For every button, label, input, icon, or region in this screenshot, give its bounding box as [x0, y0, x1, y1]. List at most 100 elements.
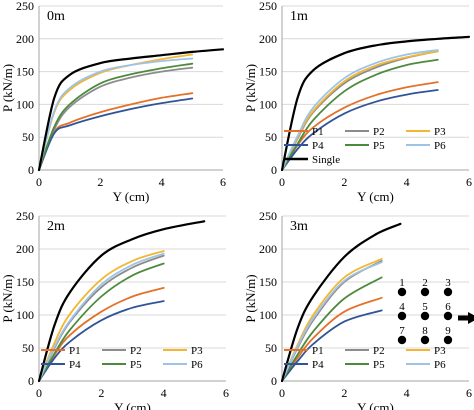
y-tick-label: 0 — [28, 163, 34, 177]
y-tick-label: 100 — [16, 97, 34, 111]
legend-entry-p1: P1 — [284, 345, 324, 357]
x-axis-label: Y (cm) — [113, 189, 150, 204]
legend-label: P4 — [312, 140, 324, 152]
series-line-p6 — [38, 57, 194, 171]
legend-entry-p1: P1 — [284, 126, 324, 138]
legend-entry-p4: P4 — [284, 140, 324, 152]
legend-label: P3 — [434, 126, 446, 138]
legend-label: Single — [312, 154, 340, 166]
pile-number-label: 5 — [422, 301, 428, 313]
y-tick-label: 50 — [265, 341, 277, 355]
legend-label: P1 — [69, 345, 81, 357]
legend-label: P6 — [434, 140, 446, 152]
legend-label: P4 — [312, 359, 324, 371]
pile-marker — [420, 287, 430, 297]
y-tick-label: 50 — [265, 130, 277, 144]
legend-entry-single: Single — [284, 154, 340, 166]
pile-number-label: 3 — [445, 277, 451, 289]
series-line-single — [37, 220, 206, 383]
legend-entry-p5: P5 — [345, 140, 385, 152]
series-line-p1 — [281, 296, 383, 382]
legend-entry-p4: P4 — [284, 359, 324, 371]
y-tick-label: 250 — [16, 209, 34, 223]
series-line-p5 — [38, 262, 165, 382]
legend-label: P2 — [130, 345, 142, 357]
legend-label: P6 — [434, 359, 446, 371]
x-tick-label: 2 — [97, 175, 103, 189]
legend-label: P3 — [434, 345, 446, 357]
x-tick-label: 4 — [159, 175, 165, 189]
y-axis-label: P (kN/m) — [0, 64, 15, 112]
legend-label: P6 — [191, 359, 203, 371]
panel-label: 1m — [290, 9, 308, 24]
legend-entry-p3: P3 — [406, 126, 446, 138]
x-axis-label: Y (cm) — [114, 400, 151, 410]
x-tick-label: 0 — [36, 175, 42, 189]
series-line-single — [280, 222, 402, 383]
pile-marker — [420, 311, 430, 321]
y-tick-label: 100 — [259, 97, 277, 111]
x-tick-label: 4 — [404, 386, 410, 400]
series-line-p5 — [281, 58, 439, 171]
x-tick-label: 4 — [404, 175, 410, 189]
series-line-p5 — [38, 62, 194, 171]
series-line-p5 — [281, 276, 383, 382]
pile-number-label: 9 — [445, 325, 451, 337]
y-axis-label: P (kN/m) — [243, 64, 258, 112]
y-tick-label: 200 — [259, 242, 277, 256]
panel-2m: 0 50 100 150 200 250 0 2 4 6 Y (cm) P (kN/m) 2m P1 P2 P… — [0, 209, 229, 410]
pile-number-label: 1 — [399, 277, 405, 289]
x-tick-label: 2 — [341, 386, 347, 400]
x-tick-label: 6 — [223, 386, 229, 400]
series-line-p4 — [281, 89, 439, 171]
x-tick-label: 0 — [279, 386, 285, 400]
pile-marker — [397, 311, 407, 321]
legend-label: P1 — [312, 345, 324, 357]
pile-marker — [443, 311, 453, 321]
pile-number-label: 8 — [422, 325, 428, 337]
pile-layout-diagram: 1 2 3 4 5 6 7 8 9 — [397, 277, 474, 345]
pile-number-label: 2 — [422, 277, 428, 289]
panel-3m: 0 50 100 150 200 250 0 2 4 6 Y (cm) P (kN/m) 3m P1 P2 P… — [243, 209, 474, 410]
pile-number-label: 7 — [399, 325, 405, 337]
pile-marker — [420, 335, 430, 345]
x-tick-label: 4 — [161, 386, 167, 400]
legend-entry-p3: P3 — [406, 345, 446, 357]
x-tick-label: 2 — [98, 386, 104, 400]
y-tick-label: 150 — [16, 65, 34, 79]
y-tick-label: 50 — [22, 130, 34, 144]
legend-label: P2 — [373, 345, 385, 357]
pile-number-label: 4 — [399, 301, 405, 313]
series-line-p3 — [38, 250, 165, 382]
y-tick-label: 150 — [259, 275, 277, 289]
y-tick-label: 250 — [259, 0, 277, 13]
x-tick-label: 0 — [36, 386, 42, 400]
pile-marker — [443, 287, 453, 297]
series-line-p4 — [38, 300, 165, 382]
legend-entry-p6: P6 — [406, 140, 446, 152]
panel-label: 3m — [290, 219, 308, 234]
legend-label: P4 — [69, 359, 81, 371]
y-tick-label: 50 — [22, 341, 34, 355]
legend-entry-p2: P2 — [345, 345, 385, 357]
legend-entry-p4: P4 — [41, 359, 81, 371]
x-tick-label: 6 — [466, 386, 472, 400]
y-tick-label: 250 — [259, 209, 277, 223]
series-line-p4 — [38, 97, 194, 171]
pile-marker — [443, 335, 453, 345]
legend-entry-p3: P3 — [163, 345, 203, 357]
y-tick-label: 150 — [16, 275, 34, 289]
legend-label: P5 — [373, 359, 385, 371]
series-line-p6 — [281, 49, 439, 171]
y-tick-label: 100 — [259, 308, 277, 322]
pile-marker — [397, 335, 407, 345]
pile-number-label: 6 — [445, 301, 451, 313]
legend-label: P5 — [130, 359, 142, 371]
panel-label: 2m — [47, 219, 65, 234]
y-tick-label: 100 — [16, 308, 34, 322]
series-line-p6 — [281, 261, 383, 382]
legend-entry-p5: P5 — [102, 359, 142, 371]
legend-label: P1 — [312, 126, 324, 138]
series-line-p2 — [38, 66, 194, 171]
